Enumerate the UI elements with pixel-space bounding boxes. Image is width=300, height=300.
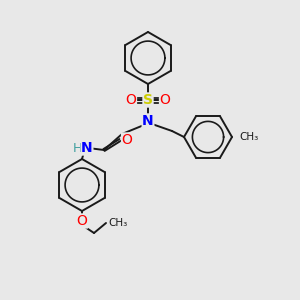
Text: N: N	[142, 114, 154, 128]
Text: O: O	[76, 214, 87, 228]
Text: O: O	[126, 93, 136, 107]
Text: O: O	[160, 93, 170, 107]
Text: CH₃: CH₃	[239, 132, 258, 142]
Text: N: N	[81, 141, 93, 155]
Text: S: S	[143, 93, 153, 107]
Text: O: O	[122, 133, 132, 147]
Text: CH₃: CH₃	[108, 218, 127, 228]
Text: H: H	[73, 142, 82, 154]
